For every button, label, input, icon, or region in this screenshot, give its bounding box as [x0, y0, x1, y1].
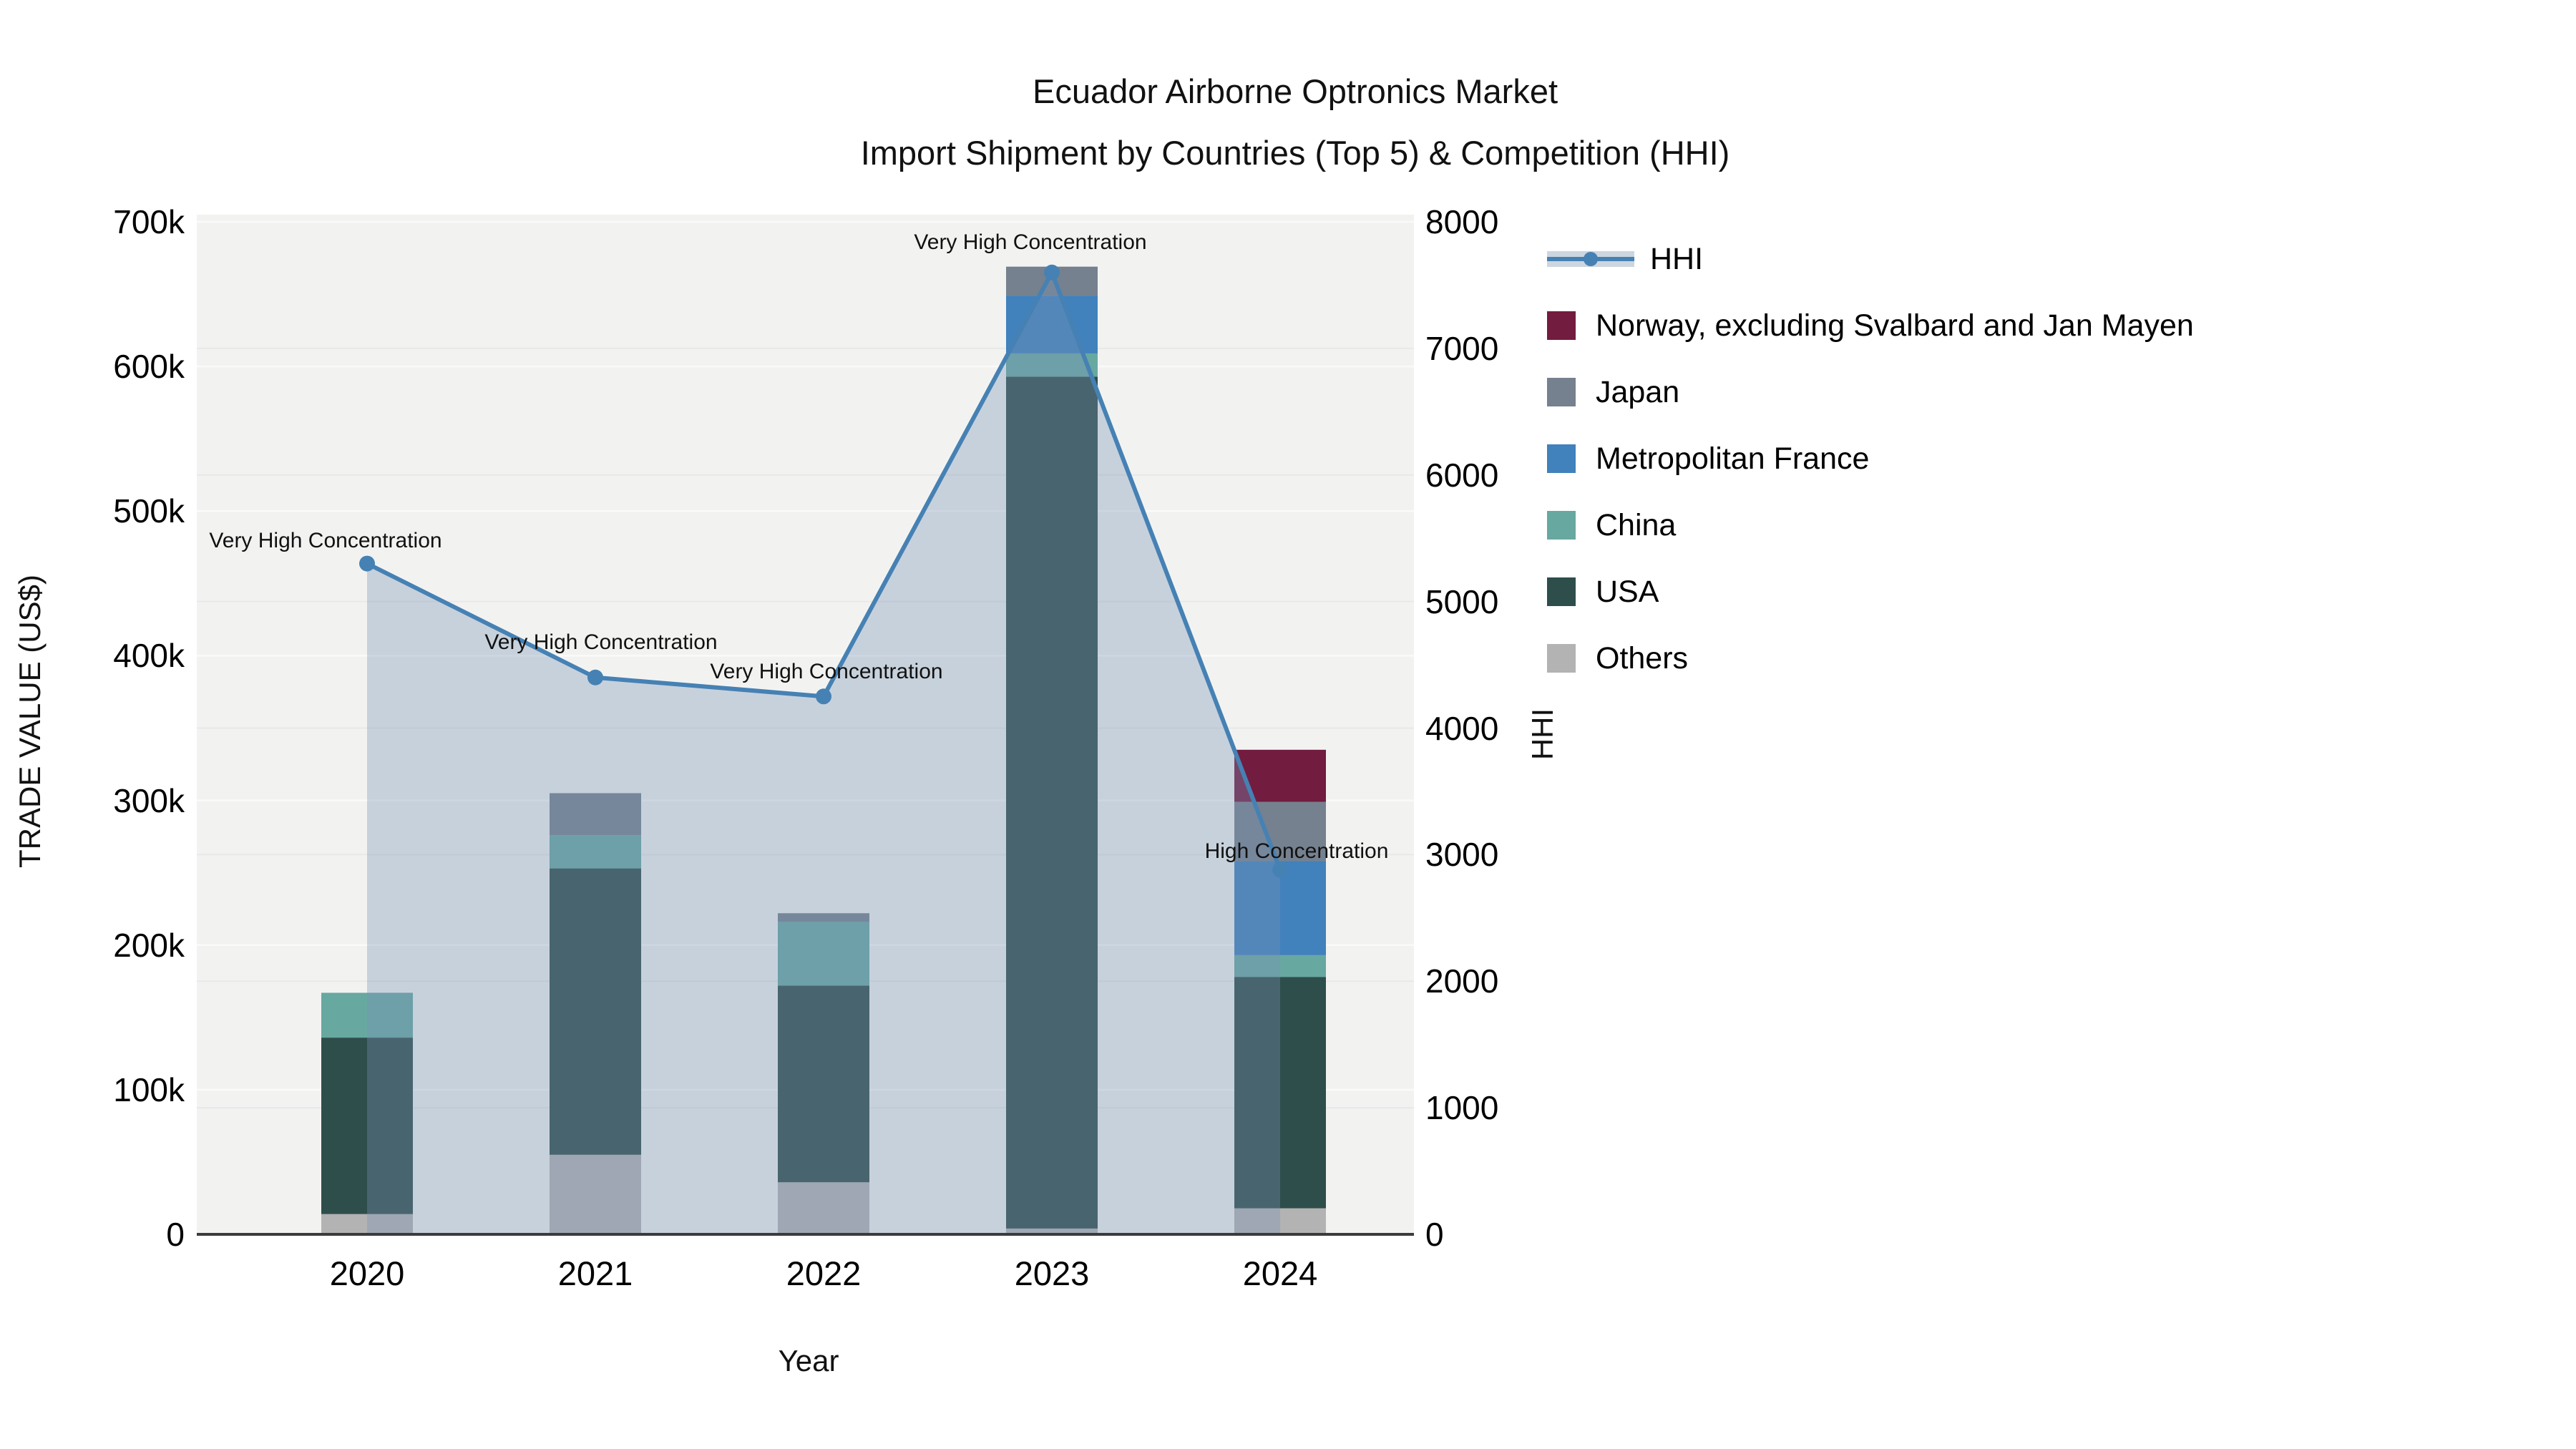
- bar-segment[interactable]: [550, 868, 641, 1155]
- bar-segment[interactable]: [1006, 1228, 1098, 1234]
- legend-item-label: USA: [1596, 574, 1659, 609]
- legend-swatch-icon: [1547, 311, 1576, 340]
- y-tick-left: 600k: [113, 348, 185, 386]
- y-axis-title-left: TRADE VALUE (US$): [13, 575, 47, 868]
- legend-swatch-icon: [1547, 644, 1576, 673]
- y-tick-right: 0: [1425, 1216, 1444, 1253]
- y-tick-right: 5000: [1425, 582, 1499, 620]
- y-tick-right: 6000: [1425, 456, 1499, 494]
- annotation-label: Very High Concentration: [484, 630, 718, 654]
- y-tick-right: 8000: [1425, 203, 1499, 240]
- legend-item[interactable]: Japan: [1547, 371, 2194, 414]
- x-tick-year: 2020: [329, 1254, 405, 1292]
- x-tick-year: 2021: [557, 1254, 633, 1292]
- y-tick-right: 4000: [1425, 709, 1499, 747]
- hhi-point[interactable]: [359, 555, 375, 572]
- legend-item[interactable]: HHI: [1547, 238, 2194, 280]
- bar-segment[interactable]: [778, 985, 869, 1183]
- legend: HHI Norway, excluding Svalbard and Jan Ma…: [1547, 238, 2194, 703]
- legend-item-label: Norway, excluding Svalbard and Jan Mayen: [1596, 308, 2194, 343]
- legend-swatch-icon: [1547, 378, 1576, 406]
- legend-swatch-icon: [1547, 444, 1576, 473]
- bar-segment[interactable]: [778, 1182, 869, 1234]
- bar-segment[interactable]: [321, 1214, 413, 1234]
- legend-swatch-icon: [1547, 577, 1576, 606]
- x-tick-year: 2023: [1014, 1254, 1090, 1292]
- chart-subtitle: Import Shipment by Countries (Top 5) & C…: [860, 134, 1730, 172]
- y-tick-left: 0: [166, 1216, 185, 1253]
- bar-segment[interactable]: [778, 922, 869, 986]
- bar-segment[interactable]: [1234, 801, 1326, 862]
- legend-item[interactable]: USA: [1547, 570, 2194, 613]
- bar-segment[interactable]: [321, 1038, 413, 1214]
- annotation-label: Very High Concentration: [209, 529, 442, 552]
- hhi-point[interactable]: [1044, 264, 1060, 280]
- bar-segment[interactable]: [1234, 1208, 1326, 1234]
- legend-swatch-icon: [1547, 511, 1576, 540]
- y-tick-right: 2000: [1425, 962, 1499, 1000]
- annotation-label: Very High Concentration: [710, 660, 943, 683]
- legend-item-label: China: [1596, 507, 1677, 542]
- chart-title: Ecuador Airborne Optronics Market: [1032, 72, 1558, 110]
- legend-item-label: Japan: [1596, 374, 1680, 409]
- y-tick-left: 400k: [113, 637, 185, 675]
- legend-item[interactable]: Metropolitan France: [1547, 437, 2194, 480]
- hhi-point[interactable]: [1272, 862, 1288, 878]
- bar-segment[interactable]: [1234, 977, 1326, 1209]
- bar-segment[interactable]: [1006, 376, 1098, 1229]
- y-tick-left: 100k: [113, 1070, 185, 1108]
- y-tick-right: 7000: [1425, 329, 1499, 367]
- bar-segment[interactable]: [1234, 955, 1326, 977]
- bar-segment[interactable]: [550, 1154, 641, 1234]
- annotation-label: Very High Concentration: [914, 230, 1147, 254]
- hhi-area: [367, 272, 1280, 1234]
- legend-item-label: Metropolitan France: [1596, 441, 1870, 476]
- legend-line-icon: [1547, 245, 1634, 273]
- annotation-label: High Concentration: [1204, 839, 1389, 863]
- legend-item[interactable]: Norway, excluding Svalbard and Jan Mayen: [1547, 304, 2194, 347]
- y-tick-right: 3000: [1425, 836, 1499, 874]
- legend-item-label: Others: [1596, 640, 1689, 675]
- x-tick-year: 2022: [786, 1254, 862, 1292]
- y-tick-left: 200k: [113, 926, 185, 964]
- hhi-point[interactable]: [587, 669, 603, 686]
- x-tick-year: 2024: [1242, 1254, 1318, 1292]
- bar-segment[interactable]: [550, 835, 641, 869]
- bar-segment[interactable]: [1006, 296, 1098, 353]
- y-tick-left: 300k: [113, 781, 185, 819]
- hhi-point[interactable]: [816, 688, 831, 705]
- y-tick-right: 1000: [1425, 1089, 1499, 1127]
- y-tick-left: 700k: [113, 203, 185, 240]
- y-tick-left: 500k: [113, 492, 185, 530]
- bar-segment[interactable]: [778, 913, 869, 922]
- bar-segment[interactable]: [321, 992, 413, 1038]
- x-axis-title: Year: [778, 1344, 839, 1377]
- legend-item[interactable]: China: [1547, 504, 2194, 547]
- bar-segment[interactable]: [550, 793, 641, 836]
- legend-item-label: HHI: [1650, 241, 1704, 276]
- legend-item[interactable]: Others: [1547, 637, 2194, 680]
